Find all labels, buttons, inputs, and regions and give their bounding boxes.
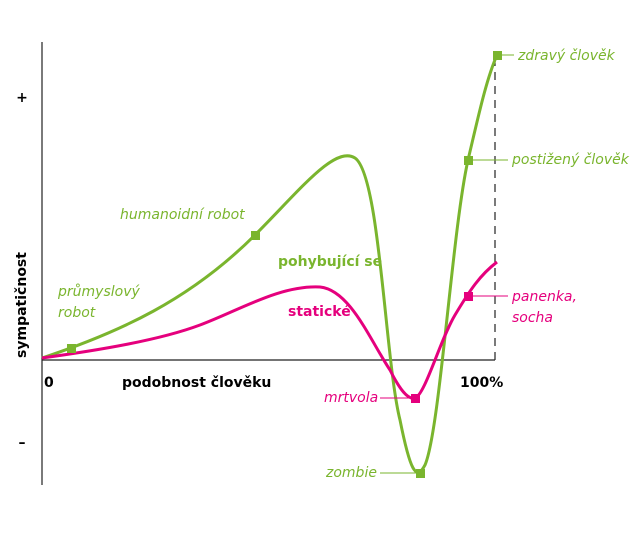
point-label: socha	[512, 310, 553, 326]
moving-curve	[41, 54, 499, 474]
point-label: robot	[58, 305, 96, 321]
point-label: postižený člověk	[511, 152, 630, 168]
point-label: zdravý člověk	[517, 48, 616, 64]
curve-label: statické	[288, 304, 351, 320]
y-plus: +	[16, 90, 28, 106]
point-label: zombie	[325, 465, 377, 481]
x-start: 0	[44, 375, 54, 391]
curve-label: pohybující se	[278, 254, 382, 270]
point-label: mrtvola	[324, 390, 378, 406]
point-label: panenka,	[511, 289, 577, 305]
y-axis-title: sympatičnost	[14, 252, 30, 358]
leader-lines	[380, 54, 514, 474]
point-label: humanoidní robot	[120, 207, 245, 223]
y-minus: –	[19, 435, 26, 451]
still-curve	[41, 260, 498, 400]
point-label: průmyslový	[57, 284, 140, 300]
x-axis-title: podobnost člověku	[122, 375, 271, 391]
x-end: 100%	[460, 375, 503, 391]
